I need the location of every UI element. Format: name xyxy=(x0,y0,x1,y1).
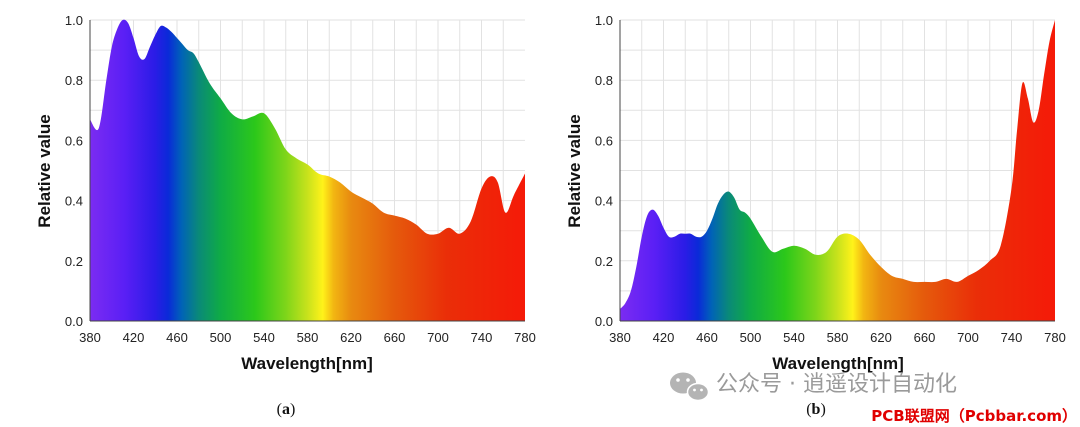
y-tick-label: 0.2 xyxy=(65,254,83,269)
panel-label-a: (a) xyxy=(277,401,296,418)
y-axis-title-a: Relative value xyxy=(35,114,54,227)
y-tick-label: 0.0 xyxy=(595,314,613,329)
y-tick-label: 0.0 xyxy=(65,314,83,329)
y-tick-label: 0.4 xyxy=(65,194,83,209)
x-tick-label: 620 xyxy=(340,330,362,345)
x-tick-label: 420 xyxy=(653,330,675,345)
y-axis-title-b: Relative value xyxy=(565,114,584,227)
x-tick-label: 500 xyxy=(210,330,232,345)
spectrum-area-a xyxy=(90,19,525,322)
x-tick-label: 540 xyxy=(253,330,275,345)
watermark: 公众号 · 逍遥设计自动化 PCB联盟网（Pcbbar.com） xyxy=(670,372,1077,425)
panel-label-b-letter: b xyxy=(812,401,821,418)
x-tick-label: 740 xyxy=(1001,330,1023,345)
y-tick-label: 1.0 xyxy=(65,13,83,28)
x-tick-label: 620 xyxy=(870,330,892,345)
x-tick-label: 660 xyxy=(914,330,936,345)
x-tick-label: 700 xyxy=(427,330,449,345)
x-tick-label: 420 xyxy=(123,330,145,345)
panel-label-a-letter: a xyxy=(282,401,290,418)
chart-panel-a: 380 420 460 500 540 580 620 660 700 740 780 0.0 0.2… xyxy=(35,13,536,418)
x-tick-label: 500 xyxy=(740,330,762,345)
x-axis-title-a: Wavelength[nm] xyxy=(241,354,373,373)
x-tick-label: 700 xyxy=(957,330,979,345)
x-tick-label: 660 xyxy=(384,330,406,345)
y-tick-label: 0.6 xyxy=(595,133,613,148)
x-tick-label: 540 xyxy=(783,330,805,345)
panel-label-b: (b) xyxy=(806,401,826,418)
x-tick-label: 380 xyxy=(79,330,101,345)
y-tick-label: 0.2 xyxy=(595,254,613,269)
x-axis-title-b: Wavelength[nm] xyxy=(772,354,904,373)
site-watermark: PCB联盟网（Pcbbar.com） xyxy=(871,407,1077,425)
y-tick-label: 0.4 xyxy=(595,194,613,209)
y-tick-label: 0.6 xyxy=(65,133,83,148)
chart-panel-b: 380 420 460 500 540 580 620 660 700 740 780 0.0 0.2… xyxy=(565,13,1066,418)
x-ticks-b: 380 420 460 500 540 580 620 660 700 740 780 xyxy=(609,330,1066,345)
wechat-icon xyxy=(670,372,710,402)
x-tick-label: 580 xyxy=(297,330,319,345)
axes-b xyxy=(619,20,1055,322)
axes-a xyxy=(89,20,525,322)
y-ticks-a: 0.0 0.2 0.4 0.6 0.8 1.0 xyxy=(65,13,83,329)
spectrum-area-b xyxy=(620,20,1055,321)
y-ticks-b: 0.0 0.2 0.4 0.6 0.8 1.0 xyxy=(595,13,613,329)
y-tick-label: 1.0 xyxy=(595,13,613,28)
x-tick-label: 740 xyxy=(471,330,493,345)
y-tick-label: 0.8 xyxy=(65,73,83,88)
x-tick-label: 380 xyxy=(609,330,631,345)
x-tick-label: 460 xyxy=(696,330,718,345)
grid-b xyxy=(620,19,1055,321)
x-tick-label: 580 xyxy=(827,330,849,345)
x-tick-label: 780 xyxy=(514,330,536,345)
x-tick-label: 780 xyxy=(1044,330,1066,345)
x-tick-label: 460 xyxy=(166,330,188,345)
x-ticks-a: 380 420 460 500 540 580 620 660 700 740 780 xyxy=(79,330,536,345)
y-tick-label: 0.8 xyxy=(595,73,613,88)
watermark-text: 公众号 · 逍遥设计自动化 xyxy=(716,372,957,397)
